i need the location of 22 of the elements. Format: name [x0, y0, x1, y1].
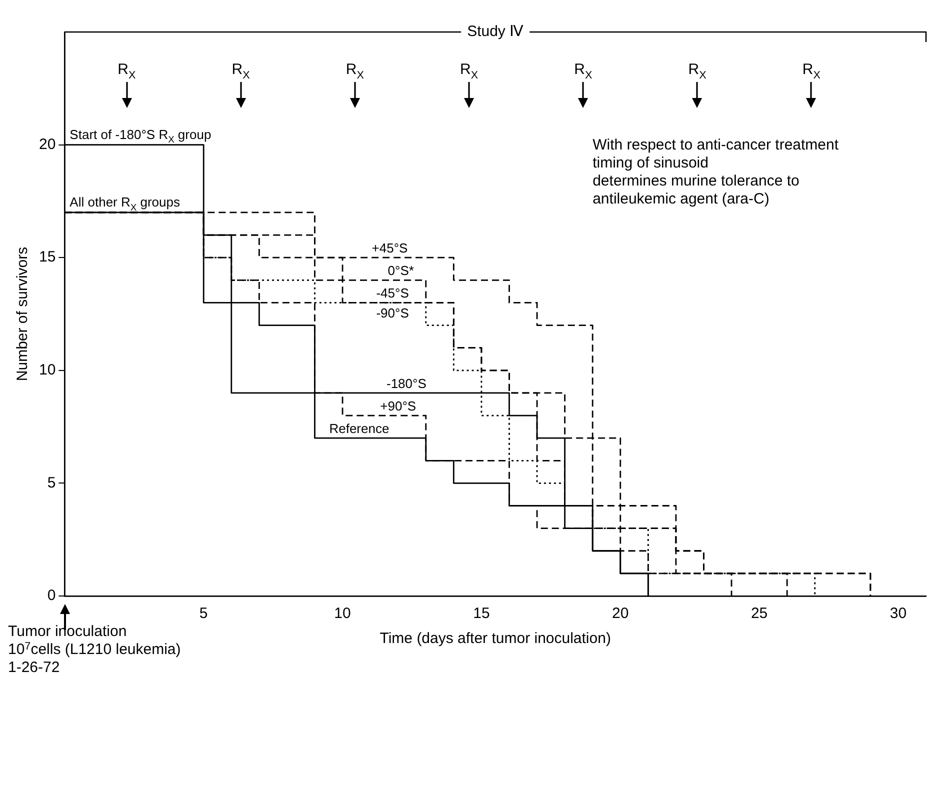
x-tick-label: 5 — [199, 605, 208, 622]
annotation: With respect to anti-cancer treatment timing of sinusoid determines murine tolerance to antileukemic agent (ara-C) — [592, 136, 840, 208]
series-label: +45°S — [372, 240, 408, 256]
x-tick-label: 10 — [334, 605, 351, 622]
x-tick-label: 30 — [890, 605, 907, 622]
series-label: 0°S* — [388, 263, 414, 278]
x-tick-label: 25 — [750, 605, 768, 622]
y-axis-title: Number of survivors — [14, 246, 32, 382]
y-tick-label: 15 — [38, 248, 56, 266]
x-tick-label: 20 — [612, 605, 629, 622]
series-label: -180°S — [386, 376, 427, 391]
y-tick-label: 5 — [47, 474, 56, 492]
series-label: -45°S — [376, 286, 410, 301]
y-tick-label: 0 — [47, 587, 56, 604]
y-tick-label: 20 — [38, 136, 56, 153]
series-label: Reference — [329, 421, 390, 436]
x-tick-label: 15 — [473, 605, 490, 622]
series-label: -90°S — [376, 306, 410, 321]
y-tick-label: 10 — [38, 362, 56, 379]
series-label: +90°S — [380, 398, 416, 414]
chart-title: Study Ⅳ — [467, 23, 524, 40]
x-axis-title: Time (days after tumor inoculation) — [380, 630, 611, 648]
